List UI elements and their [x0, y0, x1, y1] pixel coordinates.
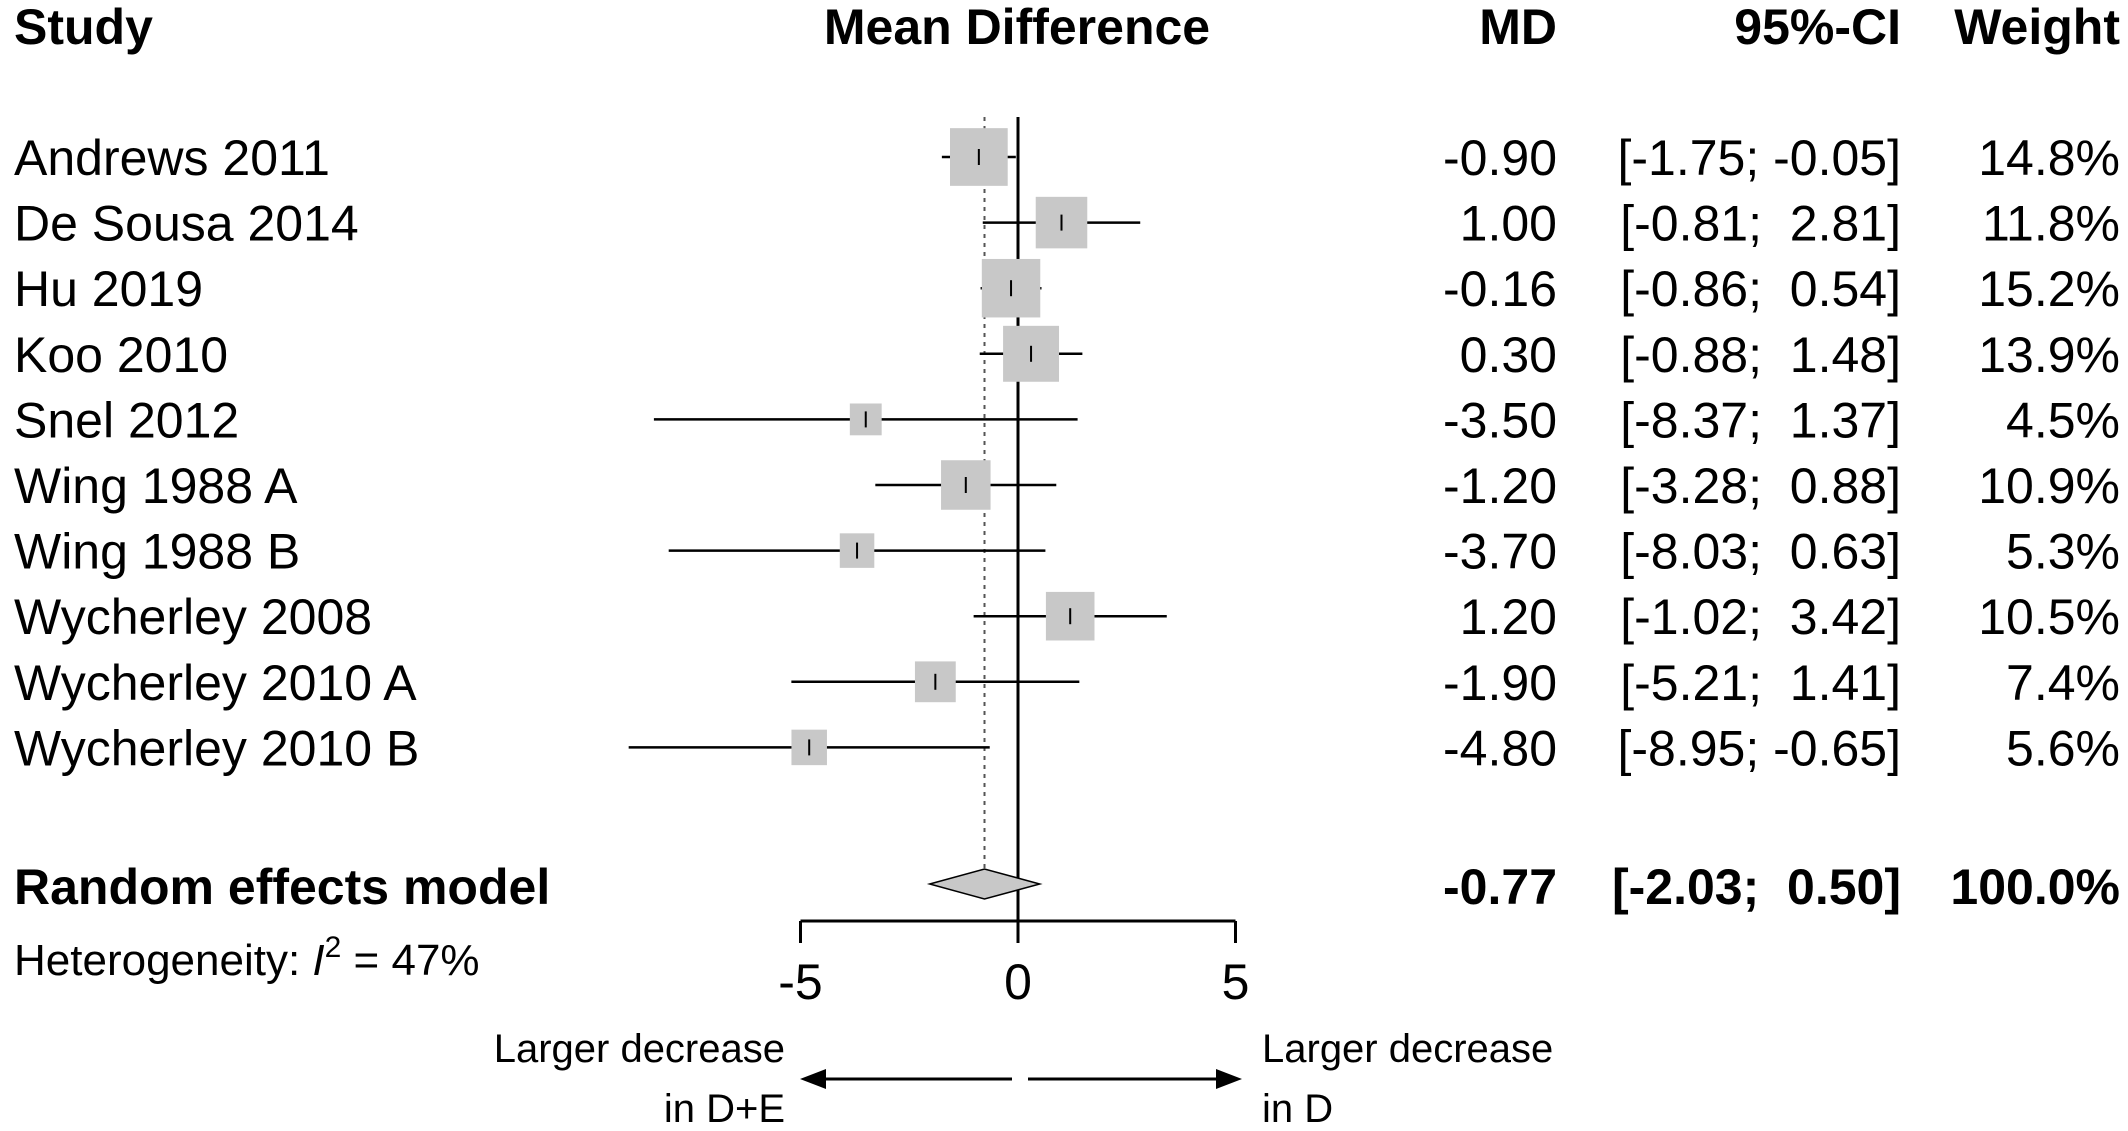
arrow-left-head: [800, 1069, 826, 1089]
study-ci: [-8.37; 1.37]: [1620, 392, 1901, 448]
study-md: -0.90: [1443, 130, 1557, 186]
study-name: Wing 1988 B: [14, 524, 300, 580]
study-ci: [-0.81; 2.81]: [1620, 196, 1901, 252]
study-ci: [-5.21; 1.41]: [1620, 655, 1901, 711]
heterogeneity-text: Heterogeneity: I2 = 47%: [14, 931, 480, 985]
study-weight: 5.6%: [2006, 720, 2120, 776]
study-md: 1.00: [1460, 196, 1557, 252]
direction-left-line2: in D+E: [664, 1087, 785, 1131]
header-md: MD: [1479, 0, 1557, 55]
study-weight: 10.9%: [1978, 458, 2120, 514]
pooled-diamond: [926, 868, 1043, 900]
study-name: Wycherley 2008: [14, 589, 372, 645]
direction-arrows: [800, 1069, 1242, 1089]
study-weight: 15.2%: [1978, 261, 2120, 317]
study-weight: 13.9%: [1978, 327, 2120, 383]
direction-left-line1: Larger decrease: [494, 1027, 785, 1071]
study-ci: [-0.86; 0.54]: [1620, 261, 1901, 317]
header-ci: 95%-CI: [1734, 0, 1901, 55]
study-row-0: Andrews 2011 -0.90 [-1.75; -0.05] 14.8%: [14, 128, 2120, 186]
study-md: -0.16: [1443, 261, 1557, 317]
study-name: Andrews 2011: [14, 130, 330, 186]
study-row-7: Wycherley 2008 1.20 [-1.02; 3.42] 10.5%: [14, 589, 2120, 645]
study-ci: [-3.28; 0.88]: [1620, 458, 1901, 514]
header-study: Study: [14, 0, 153, 55]
study-name: Hu 2019: [14, 261, 203, 317]
study-md: -3.70: [1443, 524, 1557, 580]
direction-right-line1: Larger decrease: [1262, 1027, 1553, 1071]
study-row-3: Koo 2010 0.30 [-0.88; 1.48] 13.9%: [14, 325, 2120, 383]
study-row-8: Wycherley 2010 A -1.90 [-5.21; 1.41] 7.4%: [14, 655, 2120, 711]
study-md: -1.90: [1443, 655, 1557, 711]
study-name: Wycherley 2010 A: [14, 655, 417, 711]
study-row-4: Snel 2012 -3.50 [-8.37; 1.37] 4.5%: [14, 392, 2120, 448]
study-ci: [-1.75; -0.05]: [1618, 130, 1902, 186]
pooled-weight: 100.0%: [1950, 859, 2120, 915]
study-md: 1.20: [1460, 589, 1557, 645]
study-weight: 10.5%: [1978, 589, 2120, 645]
x-tick-label-1: 0: [1004, 954, 1032, 1010]
x-tick-label-2: 5: [1222, 954, 1250, 1010]
study-row-1: De Sousa 2014 1.00 [-0.81; 2.81] 11.8%: [14, 196, 2120, 252]
direction-right-line2: in D: [1262, 1087, 1333, 1131]
study-ci: [-0.88; 1.48]: [1620, 327, 1901, 383]
pooled-md: -0.77: [1443, 859, 1557, 915]
header-weight: Weight: [1954, 0, 2120, 55]
study-weight: 11.8%: [1982, 196, 2120, 252]
pooled-ci: [-2.03; 0.50]: [1612, 859, 1901, 915]
x-tick-label-0: -5: [778, 954, 822, 1010]
pooled-row: Random effects model -0.77 [-2.03; 0.50]…: [14, 859, 2120, 915]
study-row-9: Wycherley 2010 B -4.80 [-8.95; -0.65] 5.6%: [14, 720, 2120, 776]
study-name: De Sousa 2014: [14, 196, 359, 252]
study-md: -3.50: [1443, 392, 1557, 448]
study-md: -1.20: [1443, 458, 1557, 514]
study-ci: [-8.95; -0.65]: [1618, 720, 1902, 776]
study-weight: 7.4%: [2006, 655, 2120, 711]
study-row-6: Wing 1988 B -3.70 [-8.03; 0.63] 5.3%: [14, 524, 2120, 580]
study-weight: 4.5%: [2006, 392, 2120, 448]
study-name: Wing 1988 A: [14, 458, 298, 514]
header-effect: Mean Difference: [824, 0, 1210, 55]
study-ci: [-8.03; 0.63]: [1620, 524, 1901, 580]
study-row-2: Hu 2019 -0.16 [-0.86; 0.54] 15.2%: [14, 258, 2120, 318]
study-weight: 5.3%: [2006, 524, 2120, 580]
study-weight: 14.8%: [1978, 130, 2120, 186]
study-name: Koo 2010: [14, 327, 228, 383]
x-axis: -5 0 5: [778, 919, 1250, 1010]
study-md: -4.80: [1443, 720, 1557, 776]
reference-lines: [983, 117, 1020, 929]
study-name: Wycherley 2010 B: [14, 720, 419, 776]
study-rows: Andrews 2011 -0.90 [-1.75; -0.05] 14.8% De S…: [14, 128, 2120, 776]
study-md: 0.30: [1460, 327, 1557, 383]
pooled-name: Random effects model: [14, 859, 550, 915]
study-row-5: Wing 1988 A -1.20 [-3.28; 0.88] 10.9%: [14, 458, 2120, 514]
arrow-right-head: [1216, 1069, 1242, 1089]
study-ci: [-1.02; 3.42]: [1620, 589, 1901, 645]
study-name: Snel 2012: [14, 392, 239, 448]
